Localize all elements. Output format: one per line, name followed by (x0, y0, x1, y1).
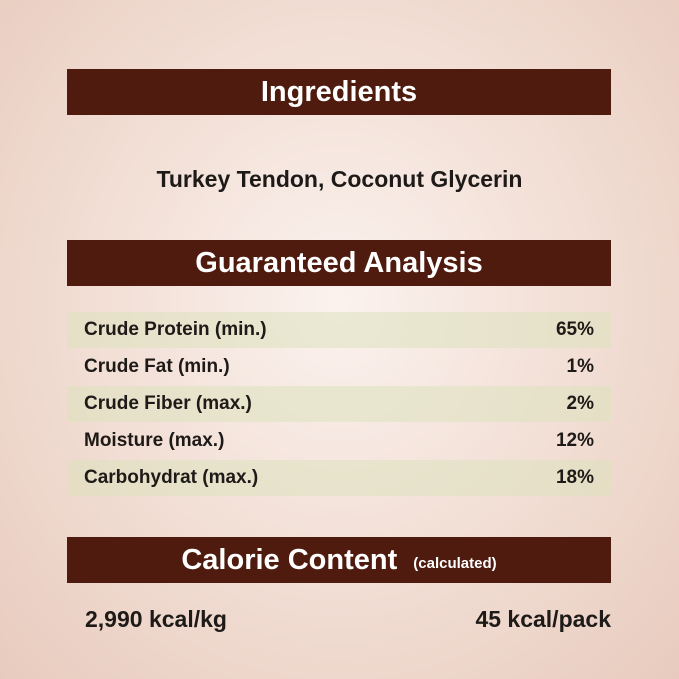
row-value: 2% (566, 393, 594, 414)
calorie-title: Calorie Content (181, 543, 398, 576)
calorie-note: (calculated) (413, 554, 497, 572)
row-label: Carbohydrat (max.) (84, 467, 259, 488)
row-label: Crude Fat (min.) (84, 356, 230, 377)
ingredients-header: Ingredients (67, 69, 611, 115)
analysis-row: Crude Fiber (max.) 2% (67, 386, 611, 422)
ingredients-title: Ingredients (260, 75, 418, 108)
row-label: Crude Fiber (max.) (84, 393, 252, 414)
ingredients-text: Turkey Tendon, Coconut Glycerin (156, 166, 523, 192)
row-value: 18% (555, 467, 594, 488)
row-value: 65% (555, 319, 594, 340)
calorie-per-pack: 45 kcal/pack (475, 606, 611, 632)
analysis-header: Guaranteed Analysis (67, 240, 611, 286)
row-label: Moisture (max.) (84, 430, 225, 451)
analysis-row: Crude Protein (min.) 65% (67, 312, 611, 348)
row-value: 1% (566, 356, 594, 377)
calorie-header: Calorie Content (calculated) (67, 537, 611, 583)
calorie-per-kg: 2,990 kcal/kg (85, 606, 227, 632)
analysis-title: Guaranteed Analysis (195, 246, 483, 279)
analysis-row: Crude Fat (min.) 1% (67, 349, 611, 385)
row-value: 12% (555, 430, 594, 451)
analysis-row: Carbohydrat (max.) 18% (67, 460, 611, 496)
row-label: Crude Protein (min.) (84, 319, 267, 340)
analysis-row: Moisture (max.) 12% (67, 423, 611, 459)
